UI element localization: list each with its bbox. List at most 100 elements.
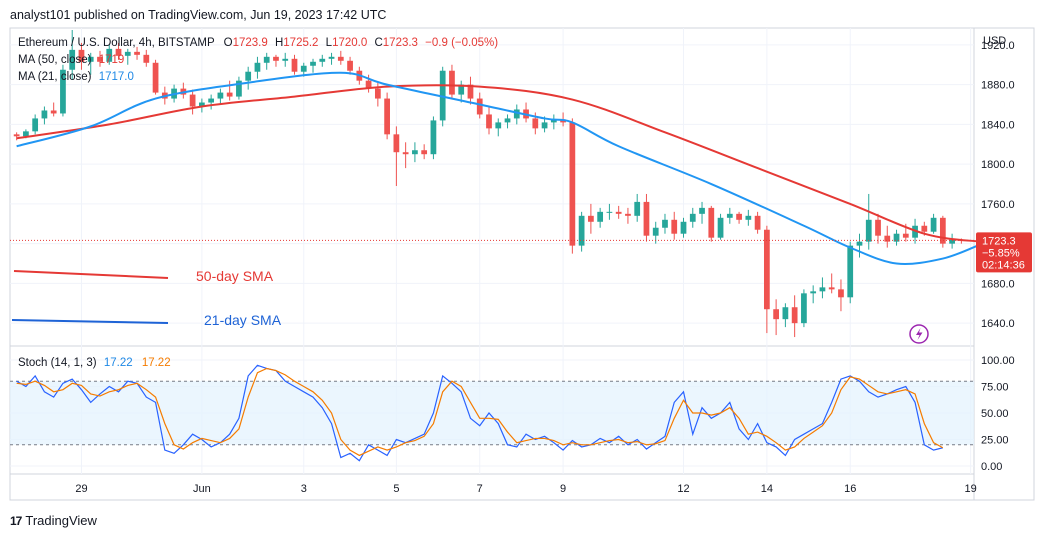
candle (32, 114, 39, 135)
tradingview-logo[interactable]: 17 TradingView (10, 513, 97, 528)
candle (504, 114, 511, 129)
candle (838, 279, 844, 312)
candle (78, 42, 85, 70)
candle (347, 56, 353, 75)
candle (208, 94, 215, 110)
candle (513, 104, 520, 125)
candle (745, 209, 752, 226)
price-tick-label: 1760.0 (981, 199, 1015, 211)
ohlc-h-label: H (275, 37, 283, 49)
price-tick-label: 1840.0 (981, 119, 1015, 131)
price-tick-label: 1640.0 (981, 318, 1015, 330)
ohlc-o: 1723.9 (233, 37, 268, 49)
ohlc-l-label: L (326, 37, 333, 49)
candle (717, 213, 724, 240)
publisher-header: analyst101 published on TradingView.com,… (10, 8, 387, 22)
candle (50, 102, 57, 117)
candlestick-series (13, 29, 965, 338)
candle (819, 277, 826, 299)
candle (143, 49, 150, 67)
svg-text:Ethereum / U.S. Dollar, 4h, BI: Ethereum / U.S. Dollar, 4h, BITSTAMP O17… (18, 37, 498, 49)
ma21-legend-value: 1717.0 (99, 71, 134, 83)
candle (625, 207, 631, 224)
candle (523, 102, 529, 123)
candle (310, 58, 316, 73)
price-legend: Ethereum / U.S. Dollar, 4h, BITSTAMP O17… (18, 37, 498, 83)
time-axis-ticks: 29 Jun 3 5 7 9 12 14 16 19 (75, 483, 976, 495)
candle (930, 213, 937, 234)
candle (606, 203, 613, 220)
candle (393, 126, 400, 187)
candle (671, 211, 678, 240)
candle (13, 132, 20, 141)
candle (689, 207, 696, 228)
candle (421, 144, 428, 160)
stoch-tick-label: 25.00 (981, 435, 1009, 447)
candle (810, 285, 817, 304)
candle (597, 207, 604, 228)
time-tick-label: 29 (75, 483, 87, 495)
time-tick-label: 14 (761, 483, 773, 495)
candle (226, 80, 233, 101)
candle (115, 42, 122, 60)
tradingview-mark-icon: 17 (10, 513, 22, 528)
candle (69, 29, 76, 80)
ohlc-o-label: O (224, 37, 233, 49)
ohlc-change: −0.9 (−0.05%) (425, 37, 498, 49)
ma21-legend-label: MA (21, close) (18, 71, 92, 83)
candle (495, 118, 502, 137)
stoch-k-value: 17.22 (104, 357, 133, 369)
candle (189, 89, 196, 115)
candle (124, 48, 131, 65)
candle (754, 211, 761, 234)
stoch-tick-label: 100.00 (981, 355, 1015, 367)
candle (60, 64, 66, 117)
candle (736, 211, 742, 224)
symbol-label: Ethereum / U.S. Dollar, 4h, BITSTAMP (18, 37, 215, 49)
candle (615, 205, 622, 219)
tradingview-brand: TradingView (25, 513, 97, 528)
candle (865, 193, 872, 250)
ohlc-h: 1725.2 (283, 37, 318, 49)
svg-text:MA (21, close) 1717.0: MA (21, close) 1717.0 (18, 71, 134, 83)
price-tick-label: 1800.0 (981, 159, 1015, 171)
candle (282, 52, 289, 67)
ohlc-c-label: C (374, 37, 382, 49)
stoch-legend-label: Stoch (14, 1, 3) (18, 357, 97, 369)
candle (949, 233, 955, 249)
candle (578, 211, 585, 252)
sma50-annotation-label: 50-day SMA (196, 268, 274, 284)
candle (828, 273, 835, 294)
price-tick-label: 1680.0 (981, 278, 1015, 290)
time-tick-label: Jun (193, 483, 211, 495)
candle (486, 106, 492, 135)
ma50-legend-value: 1719 (99, 54, 125, 66)
ohlc-l: 1720.0 (332, 37, 367, 49)
candle (588, 203, 594, 234)
candle (412, 142, 418, 163)
ma50-legend-label: MA (50, close) (18, 54, 92, 66)
candle (939, 215, 946, 248)
candle (801, 289, 807, 328)
candle (634, 193, 641, 222)
price-tick-label: 1880.0 (981, 80, 1015, 92)
candle (763, 225, 770, 334)
candle (152, 59, 159, 95)
price-grid (10, 44, 974, 324)
stoch-axis-ticks: 0.00 25.00 50.00 75.00 100.00 (981, 355, 1015, 473)
stoch-k-line (16, 364, 943, 462)
time-tick-label: 16 (844, 483, 856, 495)
price-axis-frame (973, 27, 1035, 501)
ohlc-c: 1723.3 (383, 37, 418, 49)
time-tick-label: 7 (477, 483, 483, 495)
candle (273, 54, 279, 67)
price-tick-label: 1920.0 (981, 40, 1015, 52)
sma50-annotation-line (13, 270, 169, 279)
candle (430, 116, 437, 160)
lightning-icon[interactable] (909, 324, 929, 344)
candle (875, 213, 881, 244)
candle (680, 217, 687, 238)
candle (569, 118, 576, 254)
candle (87, 52, 94, 75)
